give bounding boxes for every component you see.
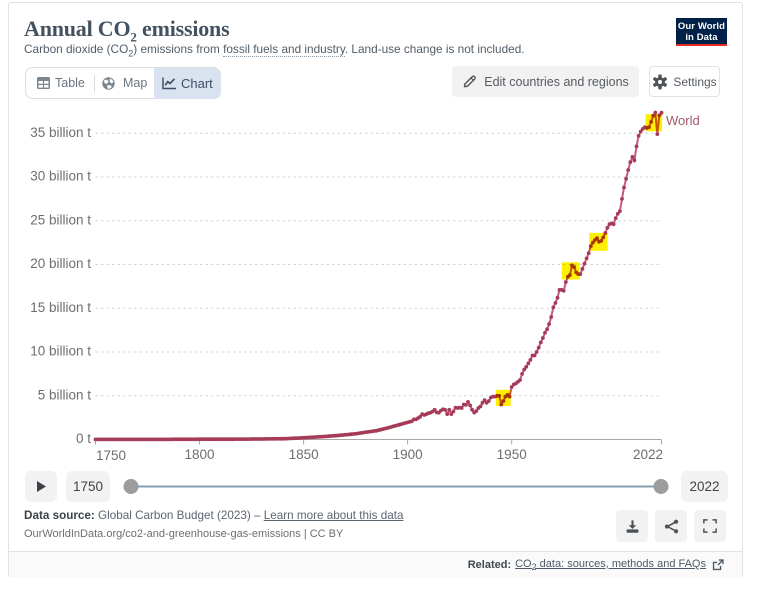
svg-text:10 billion t: 10 billion t [30,344,91,359]
svg-text:15 billion t: 15 billion t [30,300,91,315]
svg-text:25 billion t: 25 billion t [30,212,91,227]
svg-text:5 billion t: 5 billion t [38,387,92,402]
svg-text:1850: 1850 [289,447,319,462]
svg-text:35 billion t: 35 billion t [30,125,91,140]
svg-text:20 billion t: 20 billion t [30,256,91,271]
svg-text:World: World [666,113,700,128]
svg-text:1750: 1750 [96,448,126,463]
svg-text:30 billion t: 30 billion t [30,169,91,184]
svg-text:1800: 1800 [184,447,214,462]
svg-text:2022: 2022 [633,447,663,462]
svg-text:1900: 1900 [393,447,423,462]
svg-text:0 t: 0 t [76,431,91,446]
svg-text:1950: 1950 [497,447,527,462]
